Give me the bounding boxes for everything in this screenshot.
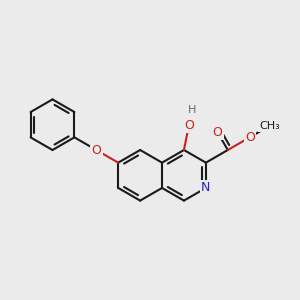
Text: O: O	[184, 119, 194, 132]
Text: O: O	[245, 131, 255, 144]
Text: O: O	[213, 126, 223, 139]
Text: O: O	[92, 143, 101, 157]
Text: H: H	[188, 105, 196, 115]
Text: CH₃: CH₃	[259, 121, 280, 131]
Text: N: N	[201, 182, 211, 194]
